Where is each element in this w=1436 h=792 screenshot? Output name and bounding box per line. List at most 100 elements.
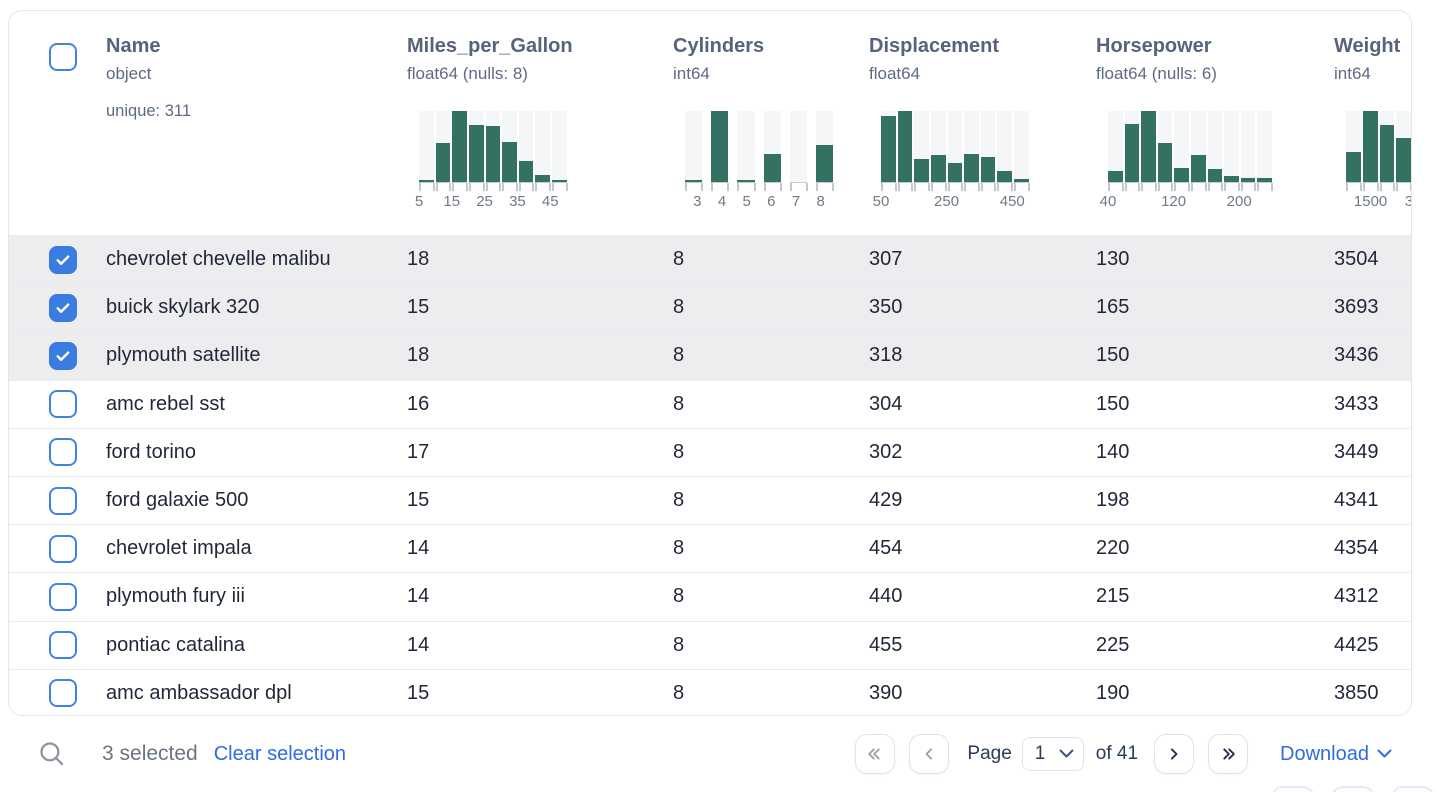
cell-mpg: 18: [407, 248, 430, 271]
column-title: Horsepower: [1096, 35, 1212, 57]
hist-bar: [552, 179, 567, 182]
hist-bar: [535, 174, 550, 182]
hist-slot: [914, 111, 930, 191]
row-checkbox[interactable]: [49, 486, 77, 515]
row-checkbox[interactable]: [49, 293, 77, 322]
hist-bar: [997, 171, 1012, 182]
first-page-button[interactable]: [855, 734, 896, 774]
next-page-button[interactable]: [1154, 734, 1195, 774]
cell-hp: 225: [1096, 633, 1130, 656]
cell-mpg: 15: [407, 489, 430, 512]
row-checkbox-cell: [9, 525, 106, 572]
hist-bar: [711, 111, 729, 182]
column-dtype: float64: [869, 64, 921, 83]
search-icon[interactable]: [38, 740, 66, 768]
cell-name: ford galaxie 500: [106, 489, 249, 512]
hist-slot: [1346, 111, 1362, 191]
hist-slot: [997, 111, 1013, 191]
hist-slot: [737, 111, 756, 191]
hist-slot: [452, 111, 468, 191]
column-dtype: int64: [1334, 64, 1371, 83]
row-checkbox[interactable]: [49, 245, 77, 274]
column-header-hp[interactable]: Horsepower float64 (nulls: 6) 40 120 200: [1096, 11, 1334, 235]
cell-hp: 215: [1096, 585, 1130, 608]
hist-slot: [711, 111, 730, 191]
column-header-mpg[interactable]: Miles_per_Gallon float64 (nulls: 8) 5 15 2…: [407, 11, 673, 235]
hist-slot: [1124, 111, 1140, 191]
hist-bar: [1157, 142, 1173, 182]
hist-slot: [881, 111, 897, 191]
select-all-checkbox[interactable]: [49, 43, 77, 71]
checkmark-icon: [56, 303, 70, 313]
row-checkbox[interactable]: [49, 534, 77, 563]
checkmark-icon: [56, 351, 70, 361]
cut-off-button[interactable]: [1391, 786, 1435, 792]
last-page-button[interactable]: [1208, 734, 1249, 774]
histogram-hp: 40 120 200: [1100, 111, 1273, 213]
cell-mpg: 14: [407, 633, 430, 656]
row-checkbox[interactable]: [49, 679, 77, 708]
cut-off-button[interactable]: [1271, 786, 1315, 792]
page-select[interactable]: 1: [1021, 737, 1084, 771]
cell-weight: 3433: [1334, 392, 1379, 415]
row-checkbox[interactable]: [49, 341, 77, 370]
cell-disp: 454: [869, 537, 903, 560]
column-header-name[interactable]: Name object unique: 311: [106, 11, 407, 235]
hist-slot: [468, 111, 485, 191]
hist-slot: [419, 111, 435, 191]
cell-hp: 150: [1096, 344, 1130, 367]
hist-tick-label: 200: [1226, 193, 1252, 210]
table-row: buick skylark 320 15 8 350 165 3693: [9, 283, 1411, 332]
clear-selection-link[interactable]: Clear selection: [213, 742, 347, 765]
hist-slot: [552, 111, 568, 191]
cell-disp: 390: [869, 681, 903, 704]
row-checkbox-cell: [9, 332, 106, 379]
cell-hp: 150: [1096, 392, 1130, 415]
row-checkbox[interactable]: [49, 390, 77, 419]
hist-tick-label: 25: [476, 193, 493, 210]
hist-bar: [468, 125, 484, 182]
hist-bar: [1257, 178, 1272, 182]
cell-name: buick skylark 320: [106, 296, 260, 319]
hist-bar: [947, 162, 963, 182]
hist-slot: [535, 111, 551, 191]
row-checkbox[interactable]: [49, 631, 77, 660]
hist-bar: [1240, 177, 1256, 182]
hist-bar: [685, 179, 703, 182]
hist-slot: [502, 111, 518, 191]
column-dtype: int64: [673, 64, 710, 83]
table-row: plymouth fury iii 14 8 440 215 4312: [9, 572, 1411, 620]
checkmark-icon: [56, 255, 70, 265]
cut-off-button[interactable]: [1331, 786, 1375, 792]
histogram-disp: 50 250 450: [873, 111, 1030, 213]
cell-mpg: 15: [407, 681, 430, 704]
cell-cyl: 8: [673, 681, 685, 704]
hist-tick-label: 250: [934, 193, 960, 210]
hist-slot: [1240, 111, 1256, 191]
table-row: chevrolet chevelle malibu 18 8 307 130 3504: [9, 235, 1411, 284]
hist-bar: [1224, 175, 1239, 182]
cell-mpg: 18: [407, 344, 430, 367]
column-note: unique: 311: [106, 102, 192, 120]
hist-slot: [1141, 111, 1157, 191]
hist-slot: [1207, 111, 1223, 191]
download-button[interactable]: Download: [1280, 743, 1392, 766]
hist-tick-label: 5: [414, 193, 424, 210]
cell-hp: 140: [1096, 440, 1130, 463]
row-checkbox[interactable]: [49, 438, 77, 467]
cell-mpg: 15: [407, 296, 430, 319]
hist-slot: [1157, 111, 1173, 191]
total-pages-label: of 41: [1095, 743, 1139, 764]
hist-bar: [485, 125, 501, 182]
hist-slot: [1190, 111, 1207, 191]
double-chevron-left-icon: [868, 748, 881, 760]
table-row: plymouth satellite 18 8 318 150 3436: [9, 331, 1411, 380]
column-header-disp[interactable]: Displacement float64 50 250 450: [869, 11, 1096, 235]
cell-disp: 455: [869, 633, 903, 656]
row-checkbox[interactable]: [49, 582, 77, 611]
prev-page-button[interactable]: [909, 734, 950, 774]
column-header-weight[interactable]: Weight int64 1500 35: [1334, 11, 1411, 235]
hist-bar: [1174, 167, 1189, 182]
